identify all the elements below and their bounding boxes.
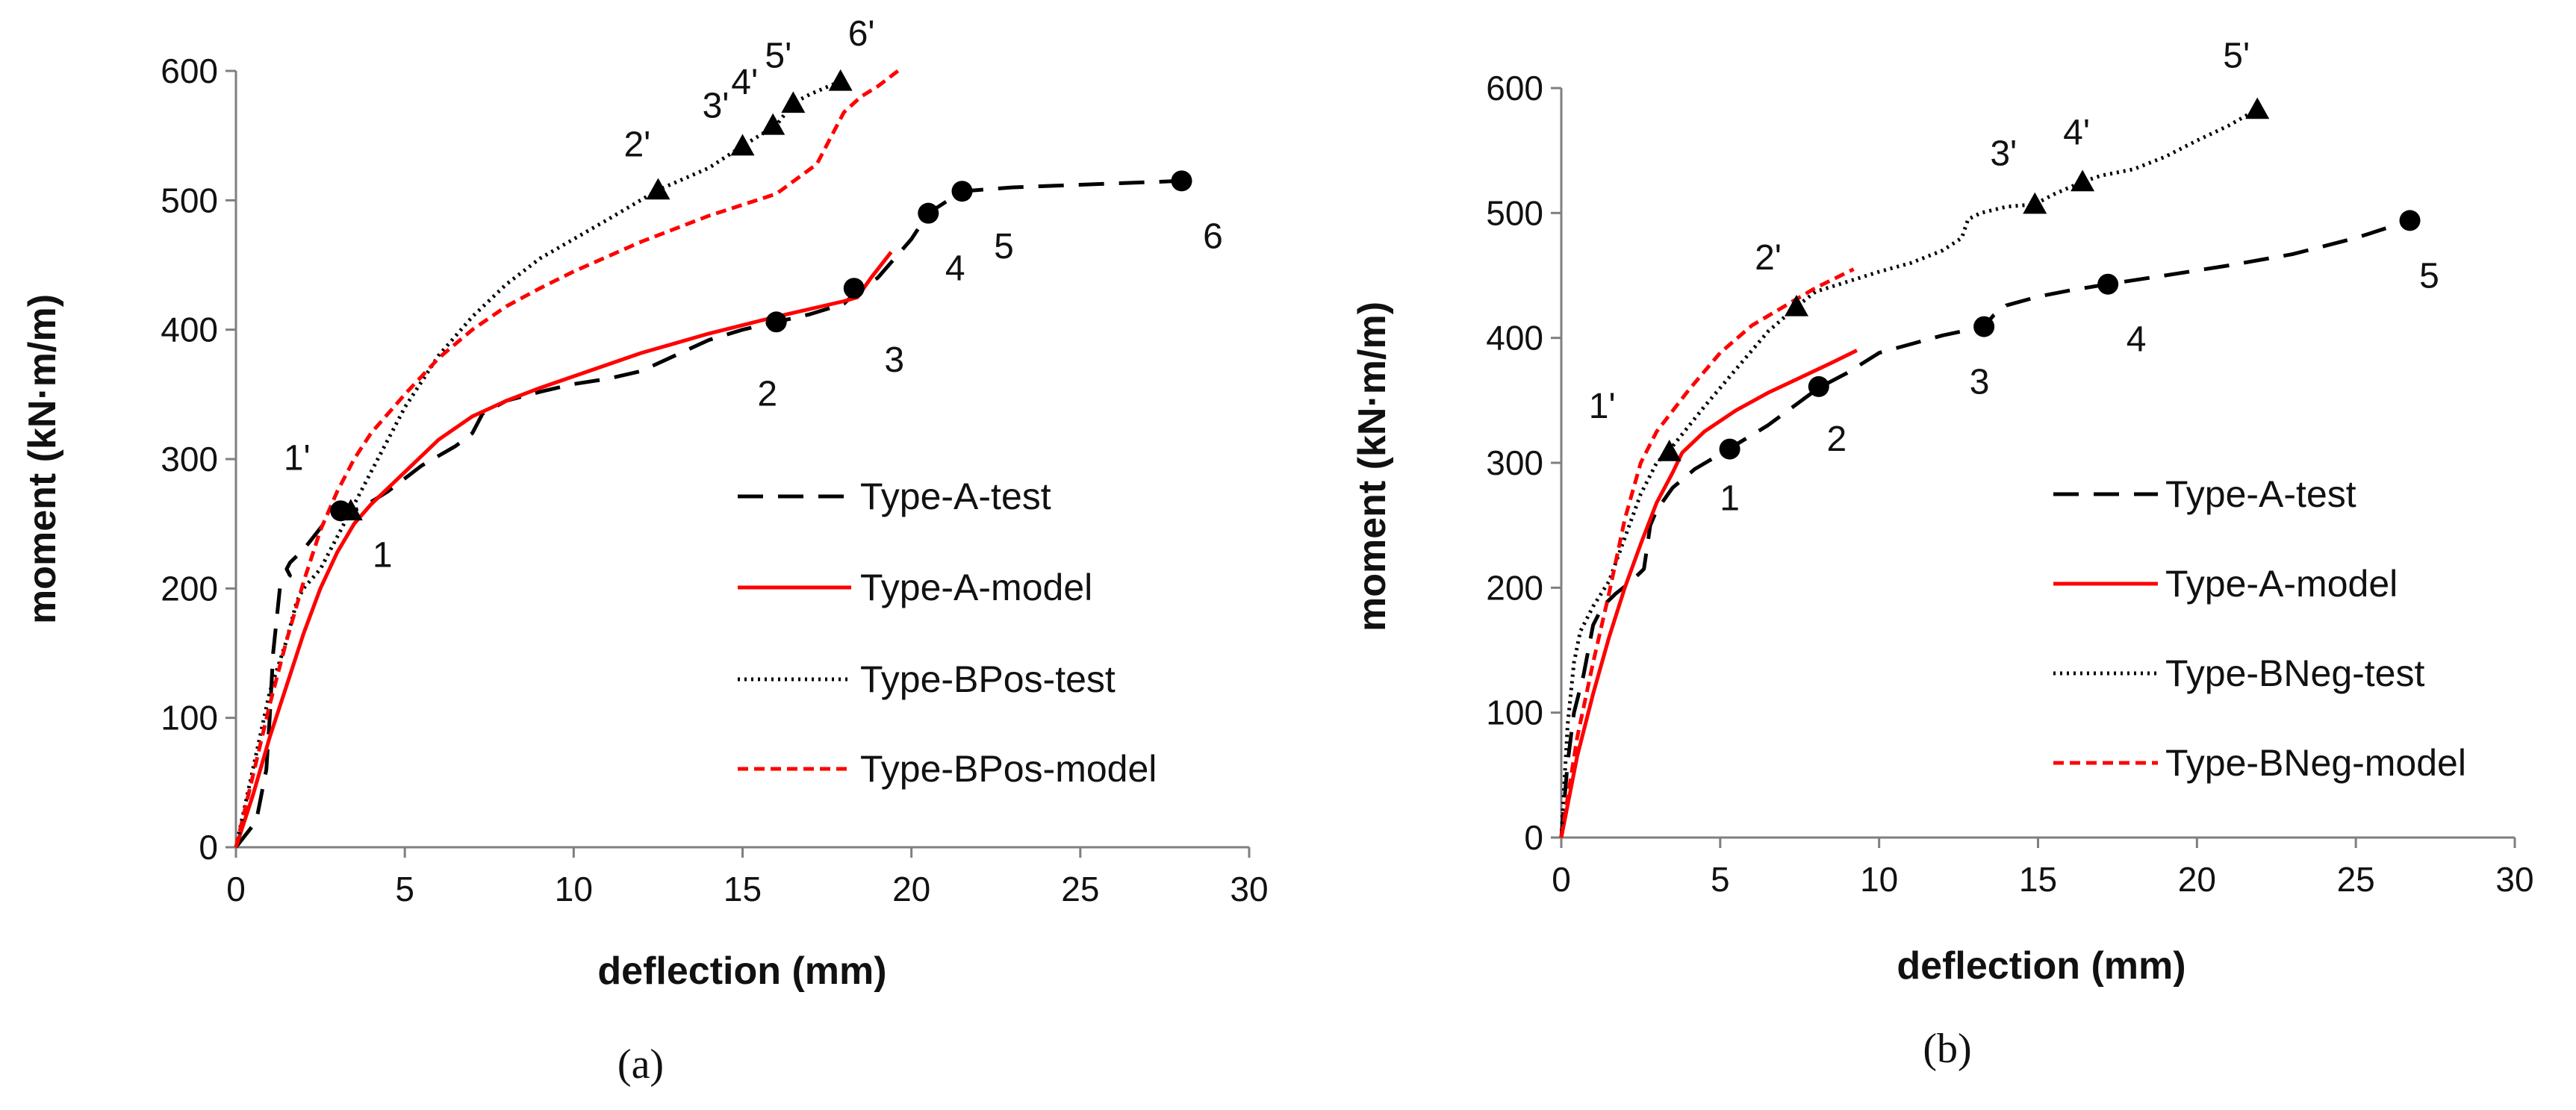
chart-b-marker-2 — [1808, 375, 1829, 397]
chart-b-marker-1 — [1719, 438, 1740, 460]
chart-a-marker-1-prime-label: 1' — [284, 438, 311, 478]
chart-a-marker-4-prime — [761, 113, 785, 135]
chart-a-marker-3-prime — [730, 134, 755, 156]
chart-b-marker-1-label: 1 — [1720, 479, 1740, 519]
chart-a-x-tick-label: 30 — [1230, 870, 1268, 908]
chart-a-legend-label-type-a-model: Type-A-model — [860, 567, 1092, 608]
chart-a-y-tick-label: 100 — [161, 699, 218, 738]
chart-b-marker-5-prime — [2245, 97, 2270, 119]
chart-b-x-tick-label: 25 — [2337, 860, 2375, 899]
chart-a-marker-4-label: 4 — [945, 249, 965, 289]
chart-b-marker-3 — [1973, 316, 1995, 337]
chart-b-x-tick-label: 10 — [1860, 860, 1898, 899]
chart-b-marker-5-label: 5 — [2419, 256, 2439, 296]
chart-a-y-tick-label: 0 — [199, 828, 218, 867]
chart-b-y-tick-label: 100 — [1486, 693, 1543, 732]
chart-b-legend-label-type-bneg-model: Type-BNeg-model — [2165, 742, 2466, 784]
chart-b-marker-4-prime-label: 4' — [2063, 113, 2090, 153]
chart-a-marker-3 — [843, 278, 865, 299]
chart-a-y-tick-label: 500 — [161, 181, 218, 219]
chart-b-marker-2-label: 2 — [1826, 420, 1847, 459]
chart-b-marker-3-label: 3 — [1970, 363, 1990, 402]
chart-b-marker-1-prime-label: 1' — [1589, 387, 1616, 426]
chart-b-legend-label-type-a-test: Type-A-test — [2165, 473, 2356, 515]
chart-a-series-type-a-model — [234, 251, 893, 848]
chart-a-caption: (a) — [617, 1041, 664, 1088]
chart-b-y-tick-label: 500 — [1486, 193, 1543, 232]
chart-b-x-tick-label: 5 — [1711, 860, 1730, 899]
chart-a-marker-4-prime-label: 4' — [731, 63, 758, 102]
chart-a-x-tick-label: 15 — [724, 870, 762, 908]
chart-b-legend-label-type-a-model: Type-A-model — [2165, 563, 2398, 605]
chart-a-y-tick-label: 600 — [161, 52, 218, 90]
chart-b-x-axis-title: deflection (mm) — [1897, 944, 2185, 988]
chart-b-y-tick-label: 200 — [1486, 568, 1543, 607]
chart-a-marker-4 — [918, 202, 939, 224]
chart-a-marker-6 — [1171, 170, 1192, 192]
chart-b-series-type-a-model — [1559, 349, 1858, 838]
chart-a-marker-2 — [765, 311, 787, 333]
chart-a-marker-6-prime-label: 6' — [848, 14, 875, 54]
chart-b-y-axis-title: moment (kN·m/m) — [1351, 302, 1394, 632]
chart-a-x-tick-label: 5 — [395, 870, 414, 908]
chart-a-marker-2-label: 2 — [757, 374, 777, 414]
chart-a-marker-1-prime — [338, 499, 363, 521]
chart-b-marker-4-label: 4 — [2127, 320, 2147, 360]
chart-b-y-tick-label: 300 — [1486, 443, 1543, 482]
chart-b-marker-1-prime — [1657, 439, 1681, 461]
chart-a-legend-label-type-a-test: Type-A-test — [860, 476, 1051, 517]
chart-a-x-axis-title: deflection (mm) — [597, 950, 886, 993]
chart-b-y-tick-label: 0 — [1524, 818, 1543, 857]
chart-a-x-tick-label: 20 — [892, 870, 930, 908]
chart-a-y-axis-title: moment (kN·m/m) — [21, 294, 64, 624]
chart-a-x-tick-label: 10 — [555, 870, 593, 908]
chart-b-series-type-bneg-model — [1559, 267, 1855, 838]
chart-a-marker-3-prime-label: 3' — [703, 87, 729, 126]
chart-b-marker-2-prime-label: 2' — [1755, 238, 1782, 278]
chart-a-x-tick-label: 25 — [1061, 870, 1099, 908]
chart-a-x-tick-label: 0 — [226, 870, 246, 908]
chart-b-y-tick-label: 400 — [1486, 319, 1543, 358]
chart-a-marker-5-label: 5 — [994, 227, 1014, 266]
chart-b-marker-4-prime — [2071, 169, 2095, 192]
chart-a-marker-3-label: 3 — [884, 340, 904, 380]
chart-a-series-type-bpos-test — [234, 79, 841, 848]
chart-b-marker-5 — [2399, 210, 2421, 231]
chart-a-legend-label-type-bpos-model: Type-BPos-model — [860, 748, 1157, 790]
chart-a-marker-6-prime — [828, 69, 853, 91]
chart-b-legend-label-type-bneg-test: Type-BNeg-test — [2165, 652, 2424, 694]
chart-b-x-tick-label: 30 — [2495, 860, 2533, 899]
chart-b-marker-3-prime-label: 3' — [1990, 134, 2017, 174]
chart-b-x-tick-label: 15 — [2019, 860, 2057, 899]
chart-b-y-tick-label: 600 — [1486, 69, 1543, 107]
chart-a-legend-label-type-bpos-test: Type-BPos-test — [860, 658, 1116, 700]
chart-a-series-type-bpos-model — [234, 69, 900, 848]
chart-a-marker-5-prime — [781, 91, 806, 113]
chart-b-marker-4 — [2097, 273, 2119, 295]
chart-a-marker-5 — [951, 181, 973, 202]
chart-b-marker-2-prime — [1784, 294, 1808, 317]
chart-b-marker-3-prime — [2023, 192, 2047, 214]
chart-a-marker-2-prime — [646, 178, 671, 200]
chart-b-caption: (b) — [1923, 1026, 1971, 1072]
chart-b-marker-5-prime-label: 5' — [2223, 36, 2250, 75]
chart-a-y-tick-label: 300 — [161, 440, 218, 478]
chart-a-marker-6-label: 6 — [1203, 216, 1223, 256]
chart-b-x-tick-label: 0 — [1552, 860, 1571, 899]
chart-a-y-tick-label: 400 — [161, 311, 218, 349]
chart-b-series-type-bneg-test — [1559, 107, 2259, 838]
chart-a-marker-5-prime-label: 5' — [765, 36, 791, 75]
chart-a-marker-2-prime-label: 2' — [623, 125, 650, 164]
chart-b-x-tick-label: 20 — [2178, 860, 2216, 899]
chart-a-y-tick-label: 200 — [161, 569, 218, 608]
chart-a-marker-1-label: 1 — [373, 535, 393, 575]
